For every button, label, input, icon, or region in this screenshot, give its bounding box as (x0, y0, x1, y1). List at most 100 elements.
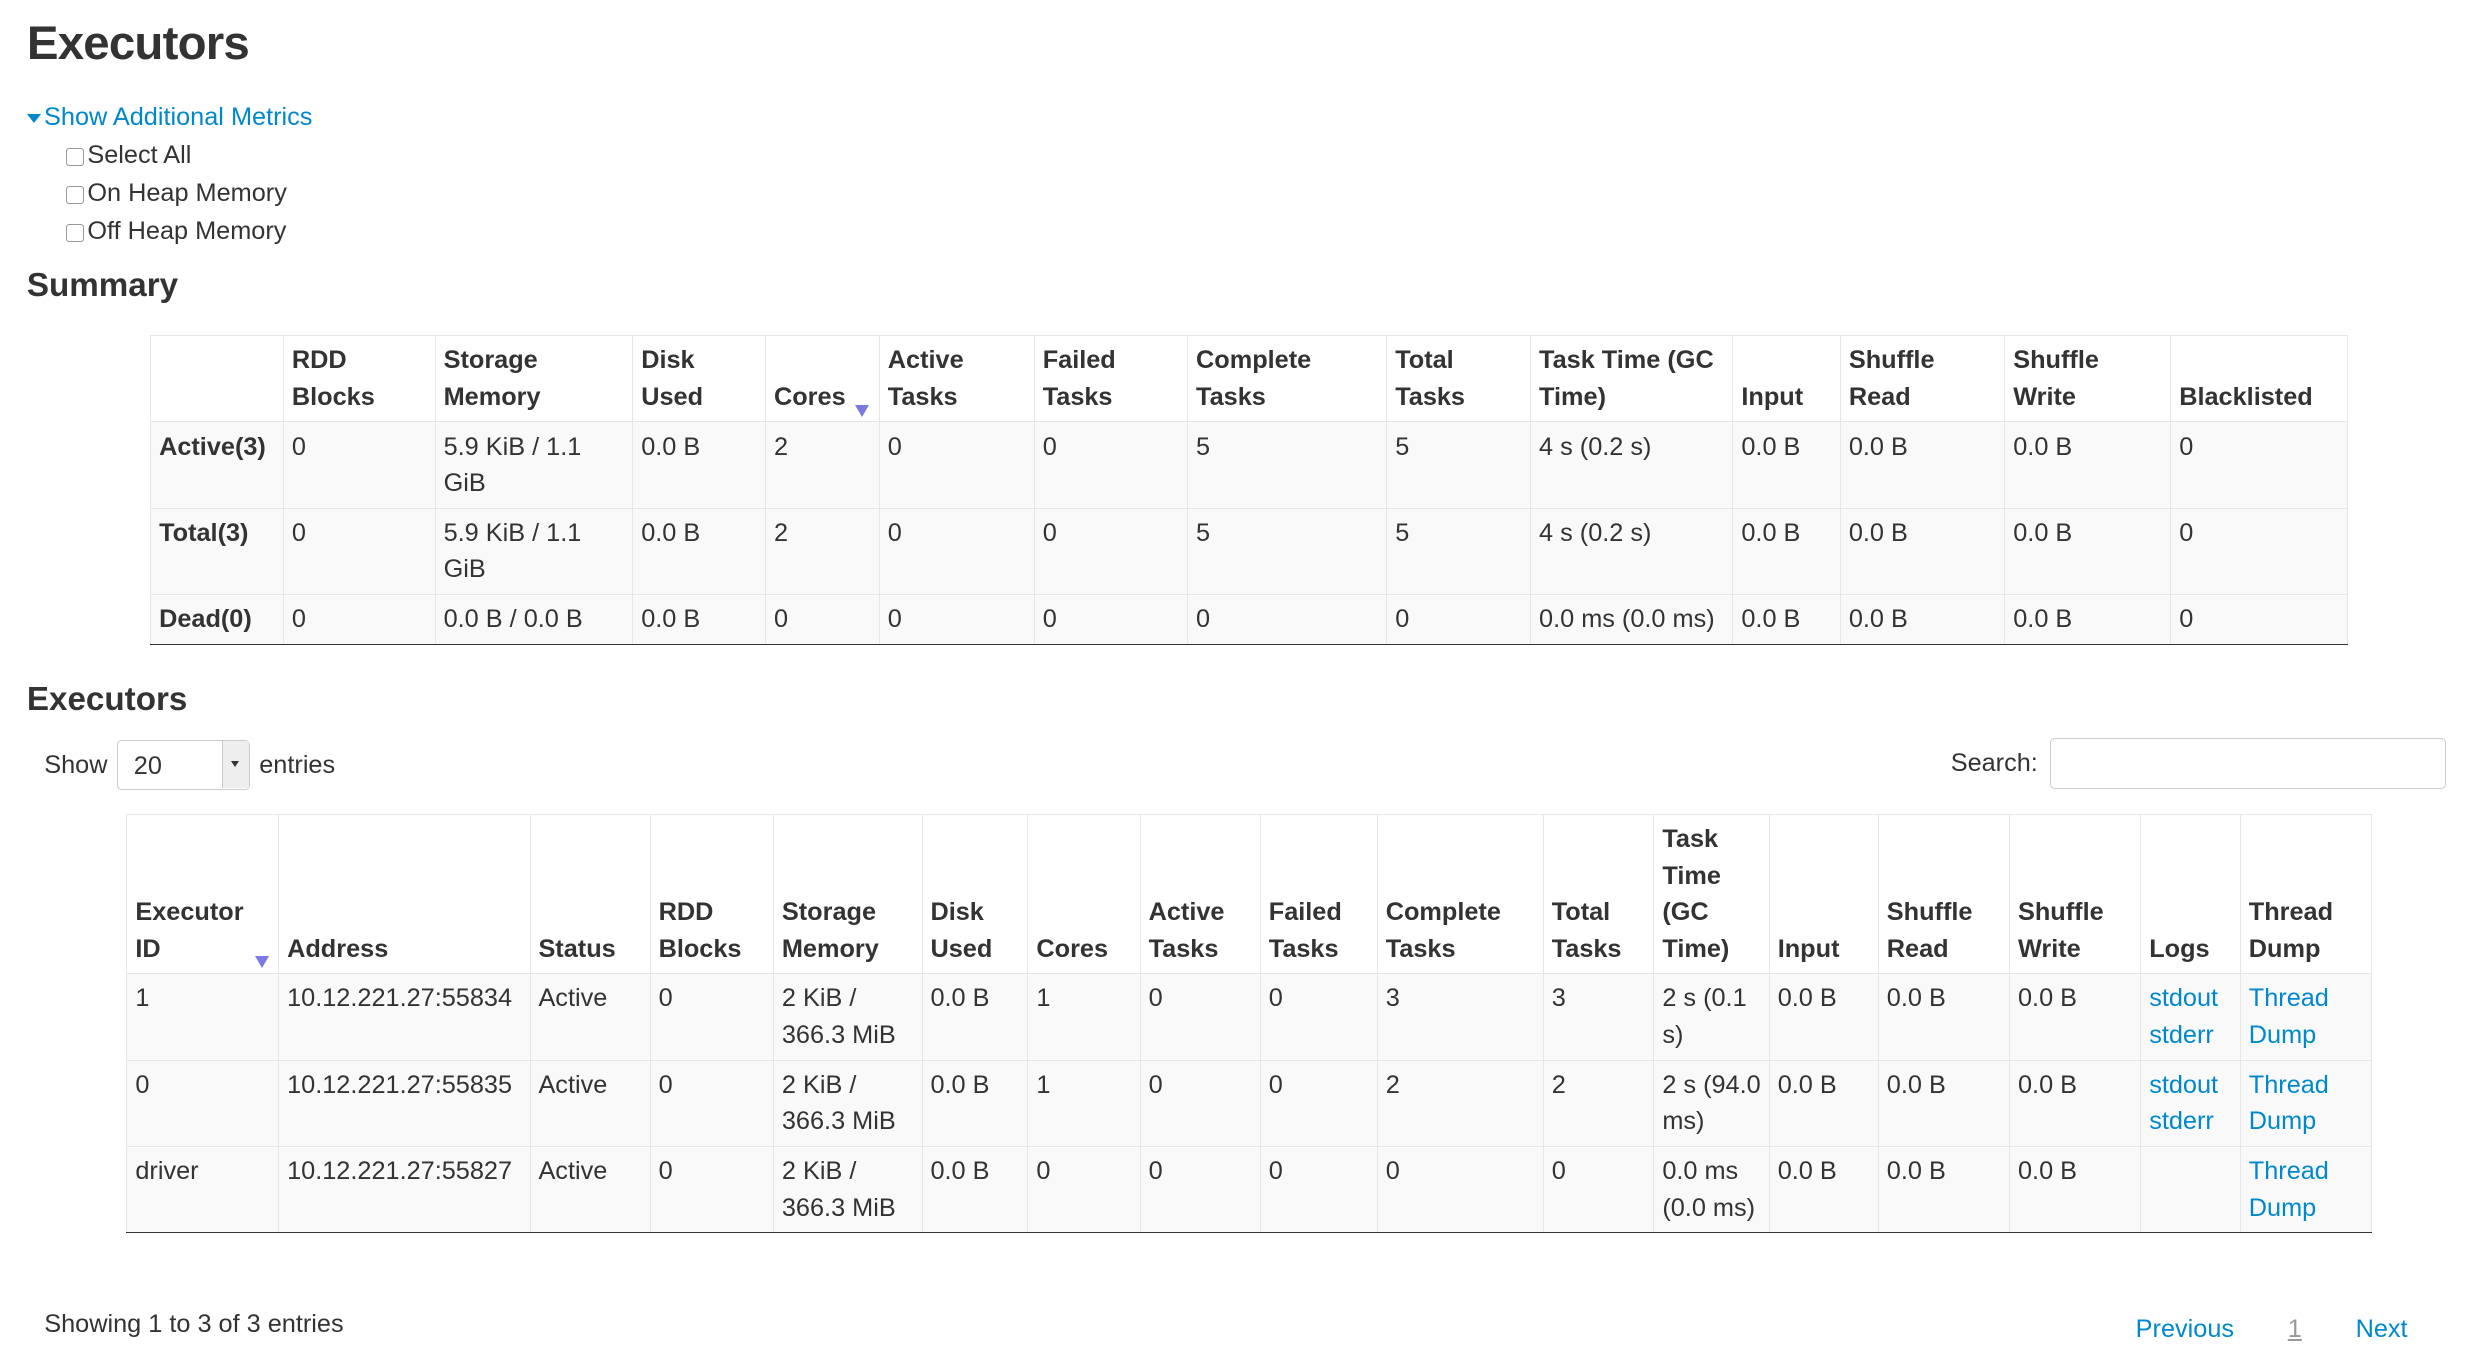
executor-cell: 0 (1542, 1145, 1655, 1234)
executor-cell: 0 (1259, 973, 1378, 1061)
executor-cell: 0.0 B (921, 1145, 1029, 1234)
executor-cell: 2 s (94.0 ms) (1653, 1059, 1770, 1147)
executor-cell: 0.0 B (1768, 1145, 1879, 1234)
summary-header-cell[interactable]: Storage Memory (434, 335, 634, 423)
show-label: Show (44, 750, 108, 779)
summary-header-cell[interactable]: Input (1732, 335, 1841, 423)
checkbox-icon[interactable] (66, 185, 85, 204)
logs-cell: stdout stderr (2140, 1059, 2241, 1147)
log-link-stderr[interactable]: stderr (2149, 1107, 2214, 1136)
summary-header-cell[interactable]: Active Tasks (878, 335, 1035, 423)
checkbox-icon[interactable] (66, 148, 85, 166)
summary-header-cell[interactable]: Shuffle Read (1839, 335, 2006, 423)
executor-cell: driver (126, 1145, 280, 1234)
executors-header-cell[interactable]: Input (1768, 814, 1879, 975)
summary-cell: 0.0 B (632, 507, 767, 596)
summary-row: Dead(0) 0 0.0 B / 0.0 B 0.0 B 0 0 0 0 0 0.0 ms (0… (150, 594, 2349, 646)
executor-cell: 0 (649, 1145, 774, 1234)
summary-header-cell[interactable]: Cores (765, 335, 880, 423)
summary-cell: 0.0 B (1839, 594, 2006, 646)
executors-header-cell[interactable]: Disk Used (921, 814, 1029, 975)
checkbox-on-heap-memory[interactable]: On Heap Memory (66, 178, 287, 208)
summary-header-cell[interactable]: Failed Tasks (1033, 335, 1189, 423)
summary-cell: 0 (1033, 421, 1189, 509)
summary-header-cell[interactable]: Shuffle Write (2004, 335, 2172, 423)
executor-cell: Active (529, 1059, 651, 1147)
summary-heading: Summary (26, 267, 179, 305)
previous-button[interactable]: Previous (2135, 1315, 2235, 1344)
summary-cell: 0.0 B / 0.0 B (434, 594, 634, 646)
summary-row-label: Active(3) (150, 421, 284, 509)
executors-header-cell[interactable]: Active Tasks (1139, 814, 1261, 975)
checkbox-off-heap-memory[interactable]: Off Heap Memory (66, 217, 286, 246)
summary-header-cell[interactable]: Task Time (GC Time) (1530, 335, 1734, 423)
summary-cell: 5 (1386, 421, 1532, 509)
show-additional-metrics-toggle[interactable]: Show Additional Metrics (26, 103, 312, 132)
executor-cell: 1 (126, 973, 280, 1061)
executor-cell: 0 (649, 1059, 774, 1147)
executors-header-cell[interactable]: Storage Memory (772, 814, 923, 975)
executors-header-cell[interactable]: Thread Dump (2239, 814, 2373, 975)
summary-header-cell[interactable] (150, 335, 284, 423)
executor-cell: 0.0 B (2009, 1059, 2142, 1147)
executors-header-cell[interactable]: Executor ID (126, 814, 280, 975)
executors-header-cell[interactable]: Complete Tasks (1376, 814, 1544, 975)
entries-label: entries (259, 750, 336, 779)
executor-cell: 2 KiB / 366.3 MiB (772, 1145, 923, 1234)
executor-cell: 0 (1259, 1059, 1378, 1147)
thread-dump-cell: Thread Dump (2239, 973, 2373, 1061)
executor-cell: 0 (1376, 1145, 1544, 1234)
executors-header-cell[interactable]: RDD Blocks (649, 814, 774, 975)
checkbox-select-all[interactable]: Select All (66, 141, 191, 170)
thread-dump-link[interactable]: Thread Dump (2248, 1070, 2329, 1136)
checkbox-label: Off Heap Memory (87, 216, 287, 245)
summary-header-cell[interactable]: Complete Tasks (1187, 335, 1388, 423)
summary-cell: 5 (1386, 507, 1532, 596)
executors-header-cell[interactable]: Total Tasks (1542, 814, 1655, 975)
summary-cell: 0 (878, 594, 1035, 646)
executors-header-cell[interactable]: Shuffle Read (1877, 814, 2011, 975)
executor-cell: 10.12.221.27:55827 (278, 1145, 531, 1234)
summary-header-cell[interactable]: RDD Blocks (282, 335, 436, 423)
executors-header-cell[interactable]: Cores (1027, 814, 1141, 975)
summary-header-cell[interactable]: Blacklisted (2170, 335, 2349, 423)
summary-cell: 0.0 B (1839, 507, 2006, 596)
executor-cell: 0 (649, 973, 774, 1061)
search-label: Search: (1950, 749, 2038, 777)
summary-cell: 0 (2170, 594, 2349, 646)
summary-cell: 5 (1187, 507, 1388, 596)
page-1-button[interactable]: 1 (2287, 1315, 2302, 1344)
executor-cell: 0.0 B (921, 1059, 1029, 1147)
summary-header-cell[interactable]: Total Tasks (1386, 335, 1532, 423)
executors-header-cell[interactable]: Logs (2140, 814, 2241, 975)
summary-row-label: Dead(0) (150, 594, 284, 646)
checkbox-label: On Heap Memory (87, 178, 287, 207)
logs-cell (2140, 1145, 2241, 1234)
thread-dump-link[interactable]: Thread Dump (2248, 984, 2329, 1049)
next-button[interactable]: Next (2355, 1315, 2408, 1344)
executor-cell: 2 KiB / 366.3 MiB (772, 1059, 923, 1147)
executor-cell: 0.0 B (1768, 973, 1879, 1061)
table-info: Showing 1 to 3 of 3 entries (44, 1310, 344, 1339)
summary-row-label: Total(3) (150, 507, 284, 596)
checkbox-icon[interactable] (66, 223, 85, 242)
summary-cell: 2 (765, 421, 880, 509)
log-link-stdout[interactable]: stdout (2149, 984, 2219, 1013)
log-link-stdout[interactable]: stdout (2149, 1070, 2219, 1099)
executor-cell: Active (529, 973, 651, 1061)
dropdown-arrow-icon[interactable] (222, 740, 249, 789)
thread-dump-link[interactable]: Thread Dump (2248, 1157, 2329, 1222)
search-input[interactable] (2050, 738, 2446, 789)
executor-cell: 0.0 B (1877, 1145, 2011, 1234)
summary-cell: 4 s (0.2 s) (1530, 421, 1734, 509)
executors-header-cell[interactable]: Shuffle Write (2009, 814, 2142, 975)
executors-header-cell[interactable]: Task Time (GC Time) (1653, 814, 1770, 975)
executor-cell: 2 (1376, 1059, 1544, 1147)
summary-cell: 0 (765, 594, 880, 646)
entries-select[interactable]: 20 (116, 739, 250, 791)
executors-header-cell[interactable]: Failed Tasks (1259, 814, 1378, 975)
executors-header-cell[interactable]: Address (278, 814, 531, 975)
executors-header-cell[interactable]: Status (529, 814, 651, 975)
summary-header-cell[interactable]: Disk Used (632, 335, 767, 423)
log-link-stderr[interactable]: stderr (2149, 1020, 2214, 1049)
